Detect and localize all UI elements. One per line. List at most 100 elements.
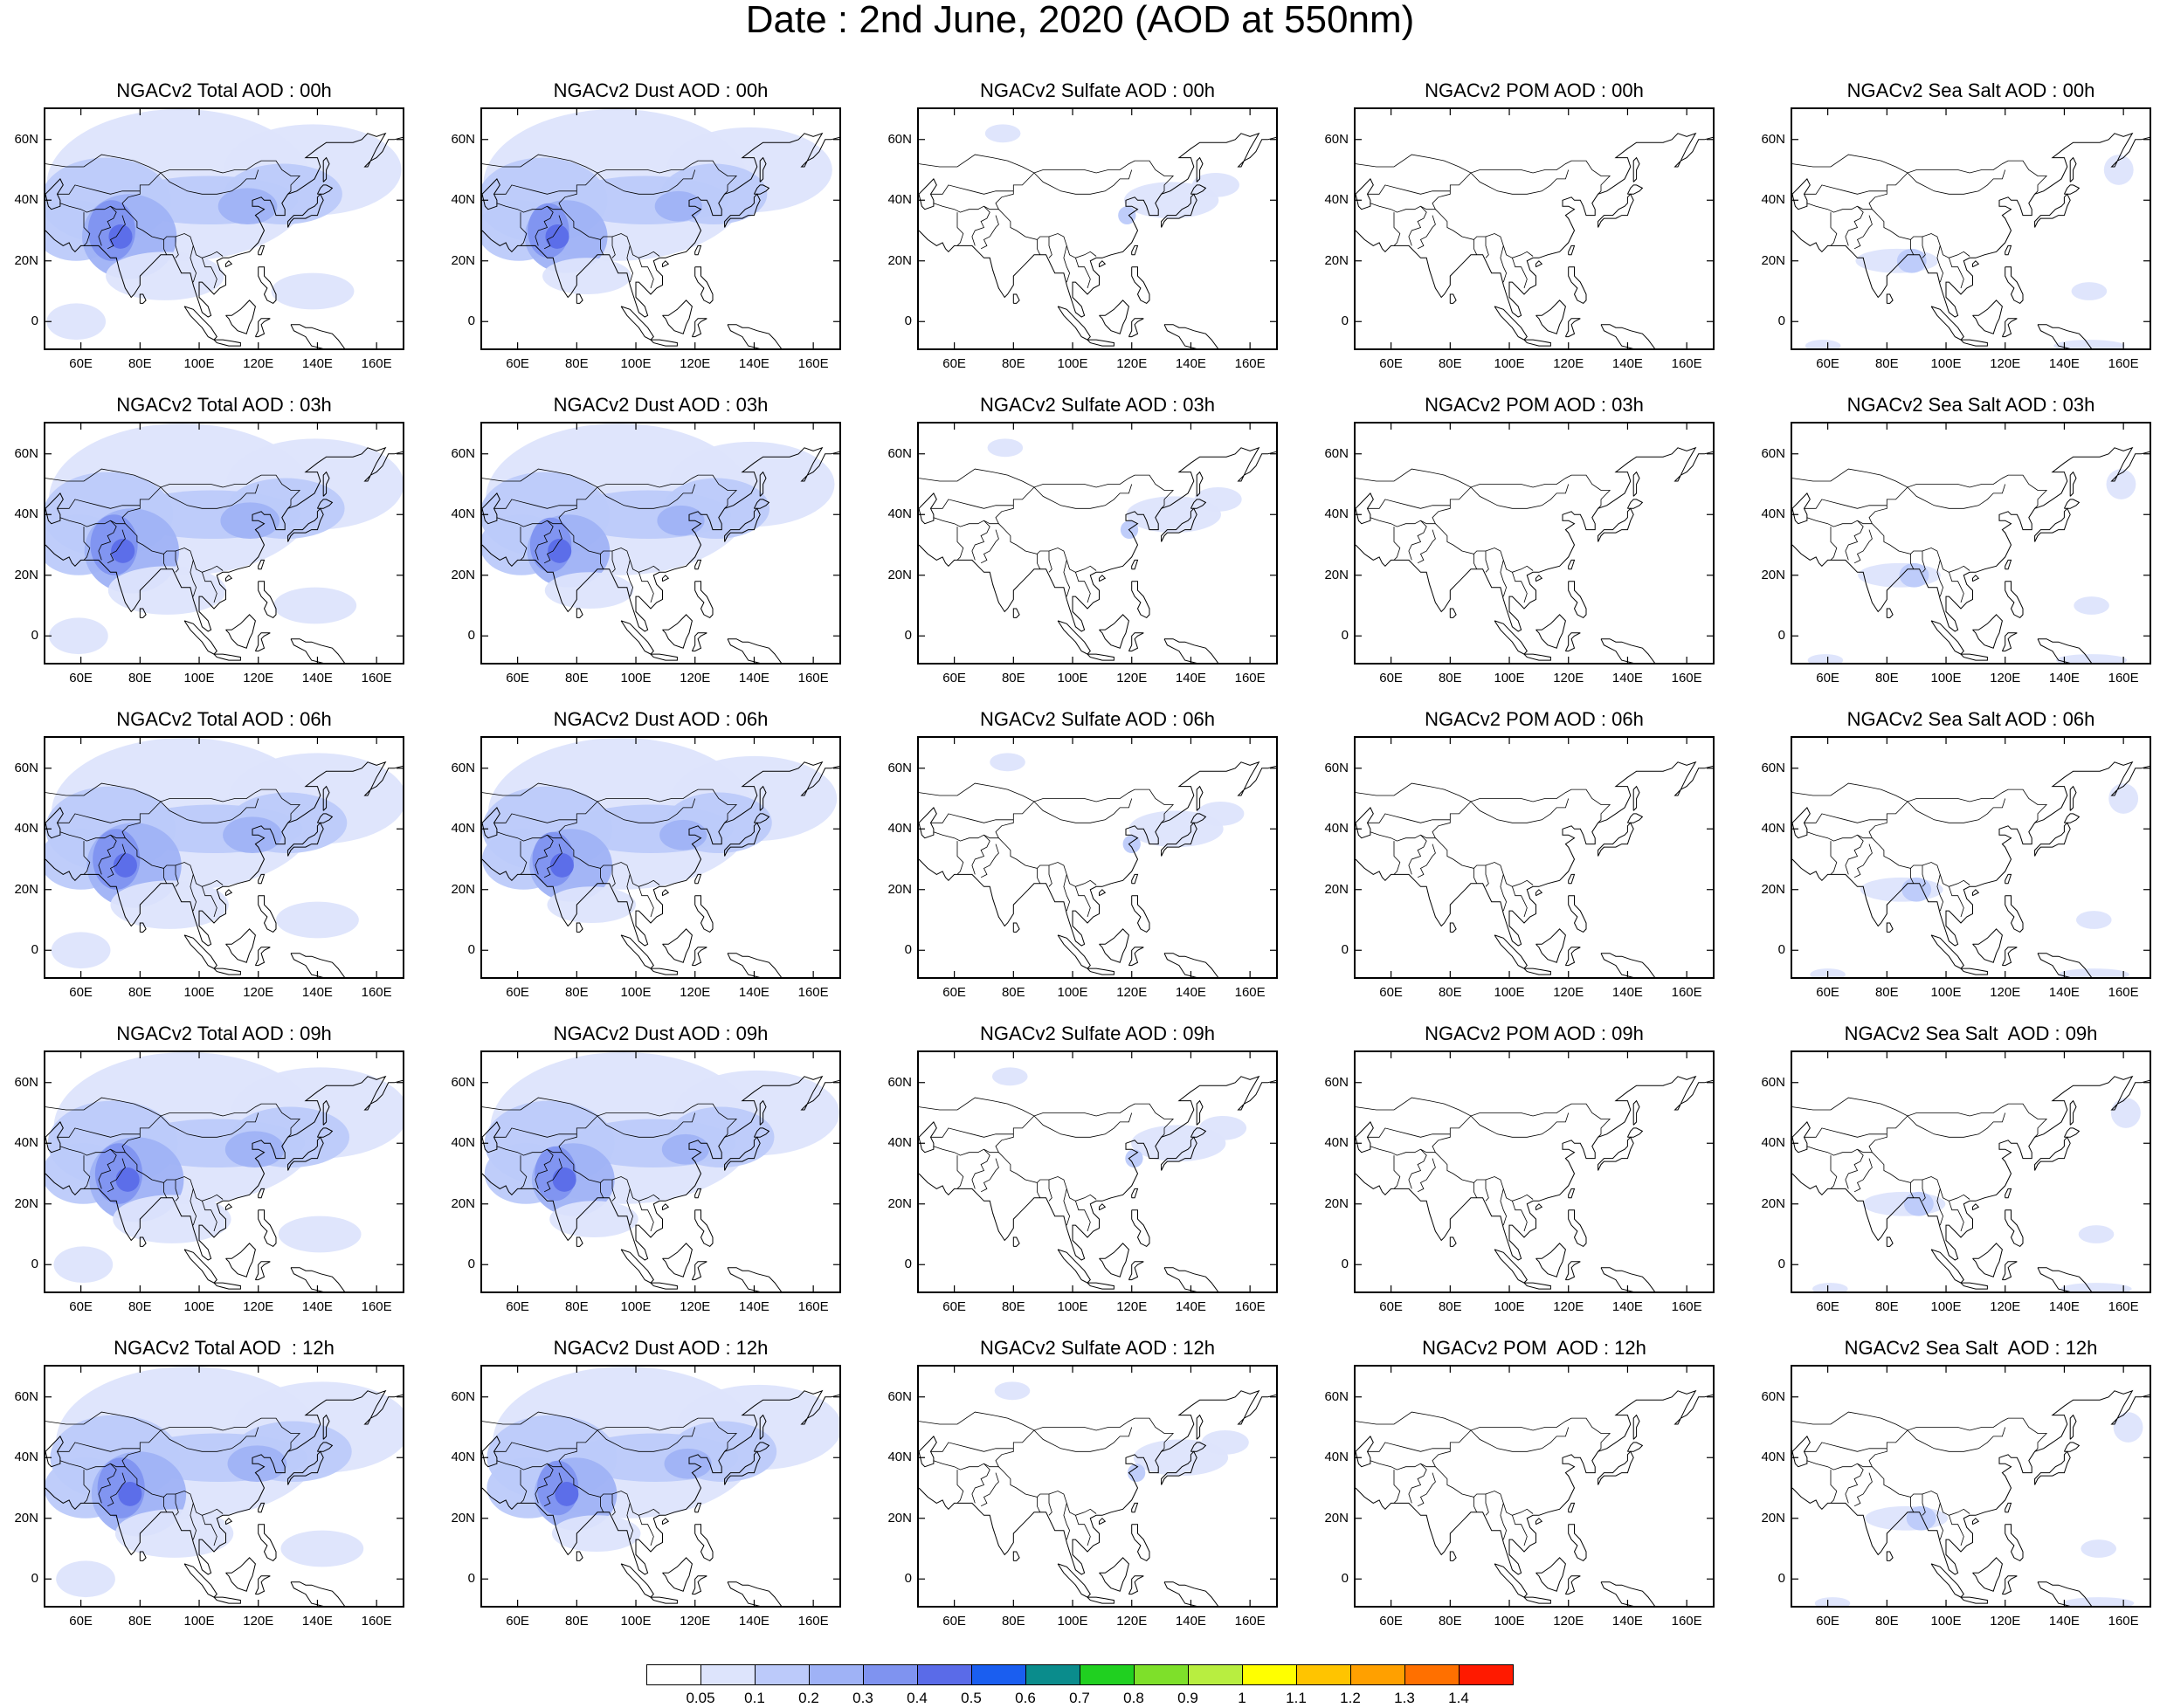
lon-tick-label: 160E xyxy=(1234,671,1266,685)
lon-tick-label: 80E xyxy=(1874,985,1899,1000)
coastline xyxy=(1972,300,2003,334)
country-border xyxy=(163,554,168,569)
country-border xyxy=(1922,551,1926,573)
lat-tick-label: 0 xyxy=(31,942,38,958)
coastline xyxy=(258,266,277,305)
lon-tick-label: 120E xyxy=(1116,985,1148,1000)
colorbar-swatch xyxy=(917,1664,972,1685)
coastline xyxy=(316,499,334,509)
country-border xyxy=(1512,886,1528,918)
lat-tick-label: 60N xyxy=(14,1388,38,1404)
country-border xyxy=(1063,245,1071,283)
lat-tick-label: 20N xyxy=(1761,1510,1785,1525)
lon-tick-label: 60E xyxy=(942,1299,966,1314)
lon-tick-label: 160E xyxy=(1671,1299,1702,1314)
coastline xyxy=(258,1188,266,1199)
coastline xyxy=(1057,934,1091,969)
country-border xyxy=(1907,484,2006,509)
country-border xyxy=(626,560,634,597)
country-border xyxy=(1075,572,1091,603)
lon-tick-label: 140E xyxy=(738,1614,769,1629)
coastline xyxy=(691,1575,707,1595)
coastline xyxy=(919,761,1276,947)
coastline xyxy=(322,156,330,183)
coastline xyxy=(694,1209,714,1248)
country-border xyxy=(1063,1503,1071,1540)
map-panel xyxy=(44,1365,404,1608)
lon-tick-label: 140E xyxy=(301,1299,333,1314)
coastline xyxy=(183,1563,217,1598)
coastline xyxy=(1356,446,1713,632)
country-border xyxy=(98,834,117,875)
coastline xyxy=(258,1209,277,1248)
coastline xyxy=(2001,947,2018,967)
country-border xyxy=(597,169,696,195)
coastline xyxy=(1057,620,1091,655)
coastline xyxy=(727,324,782,348)
coastline xyxy=(2005,873,2012,885)
coastline xyxy=(662,300,693,334)
lon-tick-label: 140E xyxy=(1175,1614,1206,1629)
lon-tick-label: 140E xyxy=(1611,1299,1643,1314)
country-border xyxy=(45,782,301,823)
country-border xyxy=(956,1155,964,1189)
lon-tick-label: 160E xyxy=(1234,985,1266,1000)
coastline xyxy=(482,132,839,318)
coastline xyxy=(2037,1581,2092,1606)
country-border xyxy=(1063,1188,1071,1226)
country-border xyxy=(956,212,964,246)
country-border xyxy=(175,865,179,887)
coastline xyxy=(620,306,654,341)
lat-tick-label: 20N xyxy=(14,252,38,268)
panel-title: NGACv2 Dust AOD : 12h xyxy=(553,1337,769,1359)
country-border xyxy=(1830,212,1838,246)
map-canvas xyxy=(482,1052,839,1291)
country-border xyxy=(1048,1180,1052,1202)
coastline xyxy=(662,928,693,963)
lon-tick-label: 120E xyxy=(680,1299,711,1314)
lon-tick-label: 160E xyxy=(361,356,392,371)
lon-tick-label: 160E xyxy=(1671,1614,1702,1629)
coastline xyxy=(1930,620,1964,655)
coastline xyxy=(139,608,147,618)
lat-tick-label: 20N xyxy=(1761,567,1785,582)
aod-shade-region xyxy=(990,753,1025,772)
country-border xyxy=(1485,237,1489,258)
colorbar-label: 0.6 xyxy=(1015,1690,1036,1706)
country-border xyxy=(1473,554,1478,569)
coastline xyxy=(1535,1557,1566,1592)
country-border xyxy=(980,529,999,564)
panel-title: NGACv2 Dust AOD : 06h xyxy=(553,708,769,730)
aod-shade-region xyxy=(1118,206,1136,225)
coastline xyxy=(1535,575,1543,582)
coastline xyxy=(694,873,702,885)
lon-tick-label: 120E xyxy=(680,356,711,371)
coastline xyxy=(1012,293,1020,304)
country-border xyxy=(1435,209,1534,258)
lon-tick-label: 60E xyxy=(1379,1299,1403,1314)
coastline xyxy=(1356,1389,1713,1575)
map-panel xyxy=(1354,1050,1715,1293)
coastline xyxy=(1886,293,1894,304)
lon-tick-label: 160E xyxy=(797,1299,829,1314)
map-panel xyxy=(44,1050,404,1293)
lat-tick-label: 60N xyxy=(1761,445,1785,461)
lat-tick-label: 60N xyxy=(1761,1074,1785,1090)
lat-tick-label: 40N xyxy=(14,506,38,522)
lon-tick-label: 80E xyxy=(1874,356,1899,371)
country-border xyxy=(597,1427,696,1452)
country-border xyxy=(998,837,1097,887)
lon-tick-label: 100E xyxy=(1494,671,1525,685)
coastline xyxy=(2001,1575,2018,1595)
lon-tick-label: 120E xyxy=(1990,356,2021,371)
lon-tick-label: 100E xyxy=(1494,1299,1525,1314)
coastline xyxy=(620,934,654,969)
coastline xyxy=(287,822,324,857)
aod-shade-region xyxy=(1197,801,1245,826)
coastline xyxy=(45,1389,403,1575)
country-border xyxy=(597,484,696,509)
panel-title: NGACv2 Sulfate AOD : 06h xyxy=(979,708,1216,730)
map-canvas xyxy=(45,424,403,663)
country-border xyxy=(1393,527,1401,561)
aod-shade-region xyxy=(2108,783,2139,814)
